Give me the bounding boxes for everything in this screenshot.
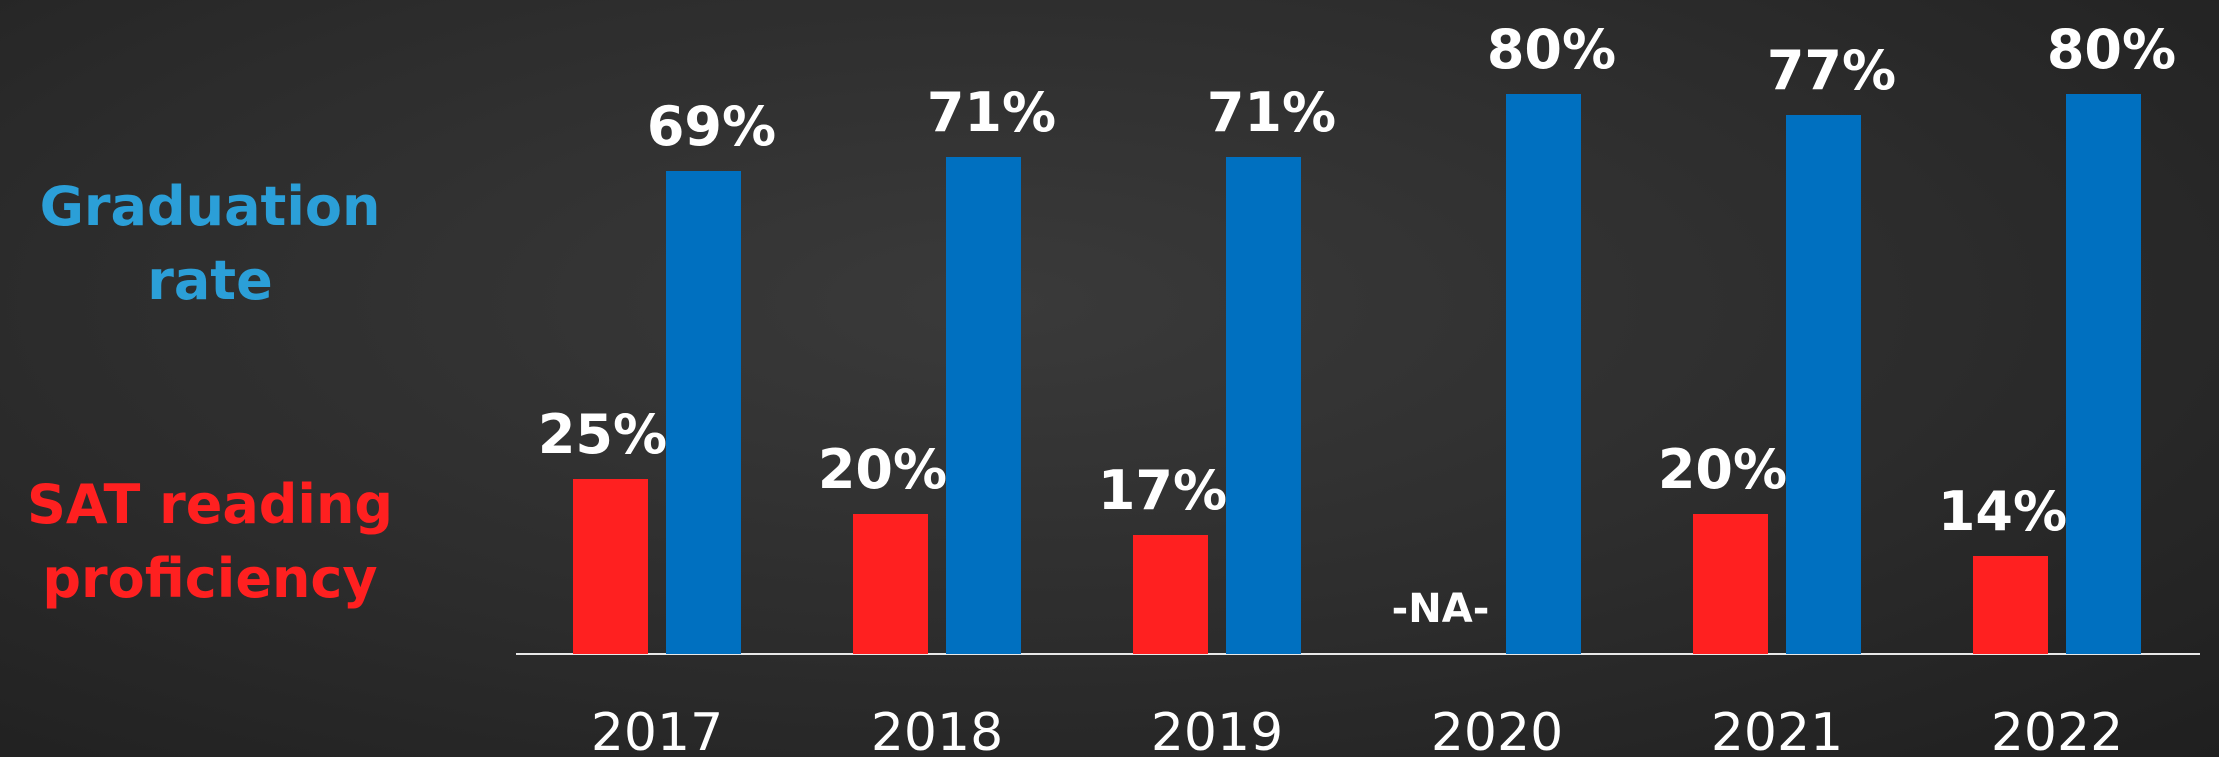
bar [1786,115,1861,654]
bar [1226,157,1301,654]
x-tick-label: 2021 [1711,703,1843,757]
bar [573,479,648,654]
value-label: 80% [2047,18,2176,81]
value-label: -NA- [1392,586,1490,632]
value-label: 71% [927,81,1056,144]
bar [1133,535,1208,654]
value-label: 77% [1767,39,1896,102]
x-tick-label: 2022 [1991,703,2123,757]
bar [1693,514,1768,654]
bar [946,157,1021,654]
x-tick-label: 2019 [1151,703,1283,757]
value-label: 69% [647,95,776,158]
value-label: 25% [538,403,667,466]
value-label: 14% [1938,480,2067,543]
bar [666,171,741,654]
bar [853,514,928,654]
value-label: 20% [1658,438,1787,501]
legend-entry: SAT reading proficiency [26,473,394,610]
x-tick-label: 2020 [1431,703,1563,757]
x-tick-label: 2017 [591,703,723,757]
bar [1506,94,1581,654]
value-label: 80% [1487,18,1616,81]
bar [1973,556,2048,654]
value-label: 20% [818,438,947,501]
value-label: 71% [1207,81,1336,144]
x-tick-label: 2018 [871,703,1003,757]
bar [2066,94,2141,654]
value-label: 17% [1098,459,1227,522]
legend-entry: Graduation rate [39,175,381,312]
